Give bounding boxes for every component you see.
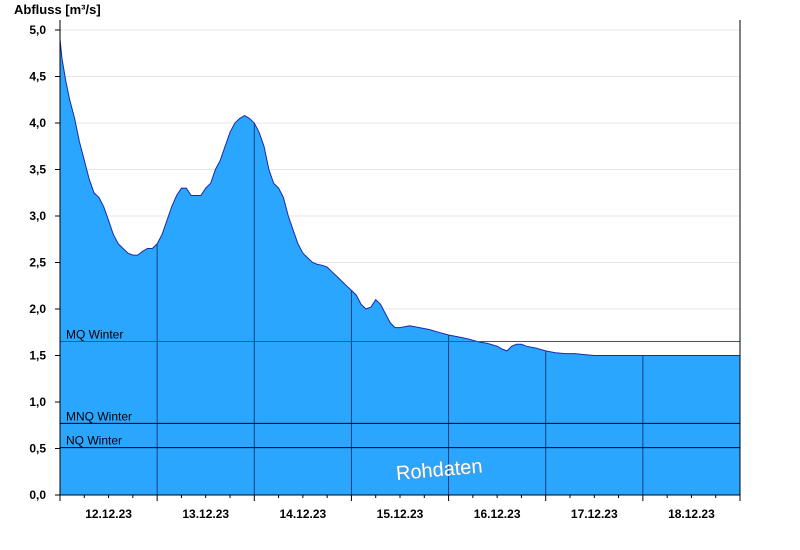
x-tick-label: 15.12.23	[377, 507, 424, 521]
x-tick-label: 12.12.23	[85, 507, 132, 521]
y-tick-label: 0,5	[29, 442, 46, 456]
reference-line-label: MNQ Winter	[66, 409, 132, 423]
y-tick-label: 0,0	[29, 488, 46, 502]
series-layer	[59, 39, 740, 496]
y-tick-label: 5,0	[29, 23, 46, 37]
reference-line-label: NQ Winter	[66, 434, 122, 448]
y-tick-label: 2,5	[29, 256, 46, 270]
axes: 0,0 0,5 1,0 1,5 2,0 2,5 3,0 3,5 4,0 4,5 5,0 12.12.2…	[29, 20, 741, 521]
x-tick-label: 17.12.23	[571, 507, 618, 521]
y-tick-label: 3,0	[29, 209, 46, 223]
y-axis-title: Abfluss [m³/s]	[14, 2, 101, 17]
series-area	[60, 39, 740, 496]
y-tick-label: 4,0	[29, 116, 46, 130]
y-tick-label: 4,5	[29, 70, 46, 84]
x-tick-label: 18.12.23	[668, 507, 715, 521]
day-separators	[156, 123, 644, 495]
y-tick-label: 2,0	[29, 302, 46, 316]
reference-lines: MQ Winter MNQ Winter NQ Winter	[60, 328, 740, 449]
y-tick-label: 3,5	[29, 163, 46, 177]
reference-line-label: MQ Winter	[66, 328, 123, 342]
series-line	[59, 39, 740, 356]
x-tick-label: 13.12.23	[182, 507, 229, 521]
x-tick-label: 14.12.23	[279, 507, 326, 521]
y-tick-label: 1,5	[29, 349, 46, 363]
x-tick-label: 16.12.23	[474, 507, 521, 521]
y-tick-label: 1,0	[29, 395, 46, 409]
